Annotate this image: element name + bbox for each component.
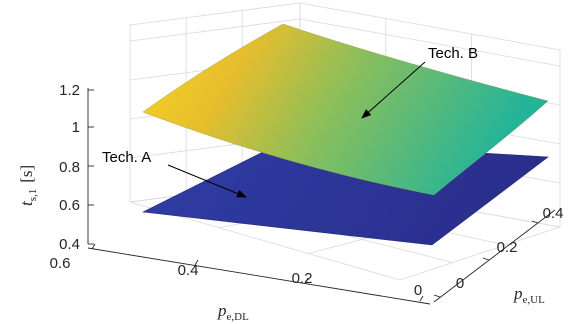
y-tick [482, 257, 490, 261]
x-tick [304, 277, 309, 284]
z-grid-line [129, 18, 301, 42]
z-axis-label: ts,1[s] [17, 165, 39, 206]
x-axis-line [87, 247, 431, 305]
x-tick-label: 0.4 [178, 262, 199, 279]
z-tick-label: 0.4 [59, 236, 80, 253]
annotation-tech-b-arrow [361, 61, 426, 119]
tick-marks [88, 89, 539, 302]
annotation-tech-a-label: Tech. A [102, 149, 151, 166]
z-tick-label: 1.2 [59, 82, 80, 99]
y-tick-label: 0 [456, 275, 464, 292]
x-tick-label: 0 [414, 282, 422, 299]
z-tick-label: 1 [72, 119, 80, 136]
z-grid-line [299, 18, 561, 67]
y-axis-line [433, 209, 556, 303]
annotation-tech-b-label: Tech. B [428, 45, 478, 62]
annotation-tech-a: Tech. A [102, 149, 247, 198]
y-tick-label: 0.2 [497, 239, 518, 256]
x-axis-label: pe,DL [217, 301, 249, 323]
axes [87, 88, 556, 305]
x-tick [194, 259, 199, 266]
z-tick-labels: 0.4 0.6 0.8 1 1.2 [59, 82, 80, 253]
x-tick-label: 0.2 [292, 270, 313, 287]
z-tick-label: 0.8 [59, 159, 80, 176]
x-tick [91, 243, 96, 250]
x-tick [419, 295, 424, 302]
y-tick-labels: 0 0.2 0.4 [456, 205, 564, 292]
z-tick-label: 0.6 [59, 197, 80, 214]
y-tick [433, 294, 441, 298]
x-tick-label: 0.6 [50, 255, 71, 272]
annotation-tech-a-arrow [167, 164, 247, 198]
y-axis-label: pe,UL [513, 284, 545, 306]
x-tick-labels: 0.6 0.4 0.2 0 [50, 255, 423, 299]
annotation-tech-b: Tech. B [361, 45, 478, 119]
y-tick [531, 220, 539, 224]
surface-tech-b [142, 23, 549, 196]
y-tick-label: 0.4 [543, 205, 564, 222]
